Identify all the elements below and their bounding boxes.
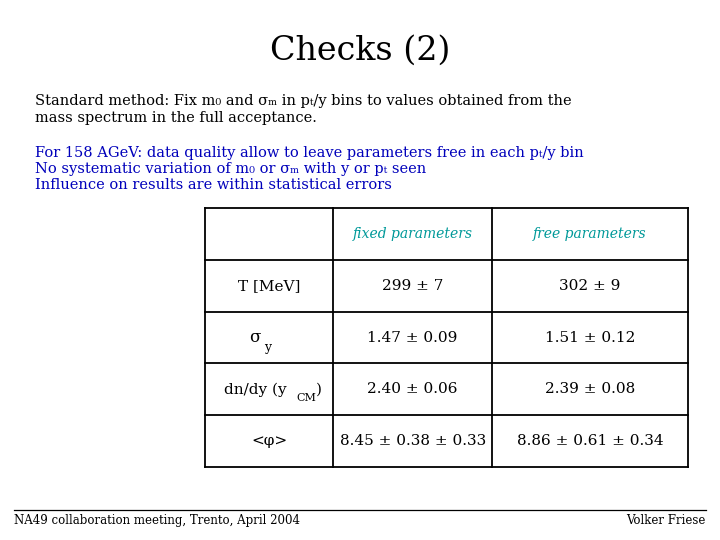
Text: 2.40 ± 0.06: 2.40 ± 0.06 bbox=[367, 382, 458, 396]
Text: Standard method: Fix m₀ and σₘ in pₜ/y bins to values obtained from the: Standard method: Fix m₀ and σₘ in pₜ/y b… bbox=[35, 94, 571, 109]
Text: No systematic variation of m₀ or σₘ with y or pₜ seen: No systematic variation of m₀ or σₘ with… bbox=[35, 162, 426, 176]
Text: 2.39 ± 0.08: 2.39 ± 0.08 bbox=[545, 382, 635, 396]
Text: 8.45 ± 0.38 ± 0.33: 8.45 ± 0.38 ± 0.33 bbox=[340, 434, 486, 448]
Text: y: y bbox=[264, 341, 271, 354]
Text: 299 ± 7: 299 ± 7 bbox=[382, 279, 444, 293]
Text: dn/dy (y: dn/dy (y bbox=[225, 382, 287, 396]
Text: <φ>: <φ> bbox=[251, 434, 287, 448]
Text: 1.47 ± 0.09: 1.47 ± 0.09 bbox=[367, 330, 458, 345]
Text: CM: CM bbox=[297, 393, 316, 403]
Text: mass spectrum in the full acceptance.: mass spectrum in the full acceptance. bbox=[35, 111, 316, 125]
Text: fixed parameters: fixed parameters bbox=[353, 227, 472, 241]
Text: 1.51 ± 0.12: 1.51 ± 0.12 bbox=[545, 330, 635, 345]
Text: T [MeV]: T [MeV] bbox=[238, 279, 300, 293]
Text: free parameters: free parameters bbox=[533, 227, 647, 241]
Text: Influence on results are within statistical errors: Influence on results are within statisti… bbox=[35, 178, 392, 192]
Text: 8.86 ± 0.61 ± 0.34: 8.86 ± 0.61 ± 0.34 bbox=[517, 434, 663, 448]
Text: NA49 collaboration meeting, Trento, April 2004: NA49 collaboration meeting, Trento, Apri… bbox=[14, 514, 300, 527]
Text: ): ) bbox=[316, 382, 322, 396]
Text: Volker Friese: Volker Friese bbox=[626, 514, 706, 527]
Text: For 158 AGeV: data quality allow to leave parameters free in each pₜ/y bin: For 158 AGeV: data quality allow to leav… bbox=[35, 146, 583, 160]
Text: σ: σ bbox=[249, 329, 261, 346]
Text: 302 ± 9: 302 ± 9 bbox=[559, 279, 621, 293]
Text: Checks (2): Checks (2) bbox=[270, 35, 450, 67]
